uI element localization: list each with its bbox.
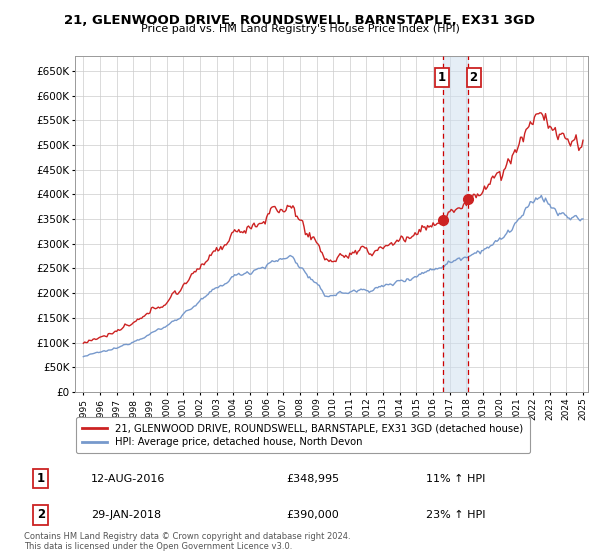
- Legend: 21, GLENWOOD DRIVE, ROUNDSWELL, BARNSTAPLE, EX31 3GD (detached house), HPI: Aver: 21, GLENWOOD DRIVE, ROUNDSWELL, BARNSTAP…: [76, 417, 530, 454]
- Text: £348,995: £348,995: [286, 474, 340, 484]
- Text: Contains HM Land Registry data © Crown copyright and database right 2024.
This d: Contains HM Land Registry data © Crown c…: [24, 532, 350, 552]
- Text: 2: 2: [37, 508, 45, 521]
- Text: £390,000: £390,000: [286, 510, 339, 520]
- Text: 11% ↑ HPI: 11% ↑ HPI: [426, 474, 485, 484]
- Text: 23% ↑ HPI: 23% ↑ HPI: [426, 510, 485, 520]
- Text: Price paid vs. HM Land Registry's House Price Index (HPI): Price paid vs. HM Land Registry's House …: [140, 24, 460, 34]
- Text: 1: 1: [438, 71, 446, 85]
- Text: 12-AUG-2016: 12-AUG-2016: [91, 474, 166, 484]
- Bar: [443, 56, 468, 392]
- Text: 2: 2: [470, 71, 478, 85]
- Text: 29-JAN-2018: 29-JAN-2018: [91, 510, 161, 520]
- Text: 1: 1: [37, 472, 45, 485]
- Text: 21, GLENWOOD DRIVE, ROUNDSWELL, BARNSTAPLE, EX31 3GD: 21, GLENWOOD DRIVE, ROUNDSWELL, BARNSTAP…: [65, 14, 536, 27]
